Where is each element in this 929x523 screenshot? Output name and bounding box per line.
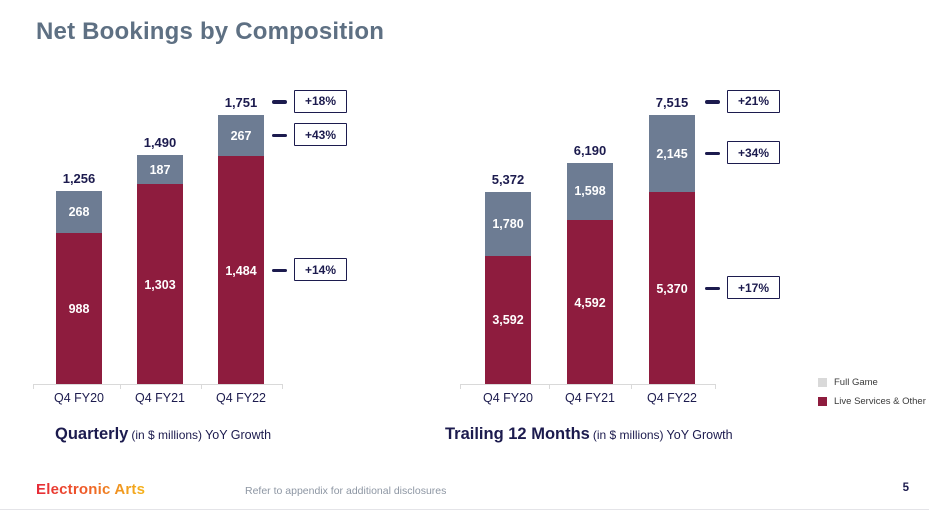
bottom-divider <box>0 509 929 510</box>
quarterly-caption-suffix: YoY Growth <box>205 428 272 442</box>
growth-callout: +34% <box>727 141 780 165</box>
callout-dash-icon <box>705 151 720 156</box>
bar-segment-live-services: 3,592 <box>485 255 531 385</box>
ttm-caption: Trailing 12 Months (in $ millions) YoY Gro… <box>445 425 733 444</box>
quarterly-caption-title: Quarterly <box>55 425 129 443</box>
trailing-12-months-chart: 3,592 1,780 5,372 Q4 FY20 4,592 1,598 6,190 Q4 … <box>460 85 780 405</box>
legend-item-full-game: Full Game <box>818 377 926 388</box>
bar-total-label: 5,372 <box>491 172 525 187</box>
legend-label-full-game: Full Game <box>834 377 878 388</box>
bar-segment-full-game: 268 <box>56 191 102 233</box>
bar-segment-live-services: 1,303 <box>137 184 183 385</box>
x-axis-tick <box>715 384 716 389</box>
growth-callout: +18% <box>294 89 347 113</box>
bar-segment-live-services: 1,484 <box>218 156 264 385</box>
category-label: Q4 FY22 <box>646 391 698 405</box>
live-services-swatch-icon <box>818 397 827 406</box>
legend-label-live-services: Live Services & Other <box>834 396 926 407</box>
callout-dash-icon <box>272 268 287 273</box>
electronic-arts-logo: Electronic Arts <box>36 481 146 498</box>
quarterly-caption-units: (in $ millions) <box>131 428 203 442</box>
ttm-caption-units: (in $ millions) <box>592 428 664 442</box>
category-label: Q4 FY22 <box>215 391 267 405</box>
category-label: Q4 FY21 <box>134 391 186 405</box>
bar-total-label: 1,256 <box>62 171 96 187</box>
callout-dash-icon <box>272 100 287 104</box>
bar-segment-full-game: 2,145 <box>649 115 695 193</box>
x-axis-tick <box>549 384 550 389</box>
page-number: 5 <box>902 482 909 494</box>
bar-segment-live-services: 4,592 <box>567 220 613 385</box>
bar-segment-full-game: 1,598 <box>567 162 613 221</box>
bar-segment-full-game: 267 <box>218 115 264 157</box>
growth-callout: +14% <box>294 258 347 282</box>
bar-total-label: 6,190 <box>573 142 607 158</box>
bar-segment-live-services: 988 <box>56 232 102 385</box>
bar-total-label: 7,515 <box>655 95 689 110</box>
x-axis-tick <box>200 384 202 389</box>
callout-dash-icon <box>705 286 720 291</box>
ttm-caption-title: Trailing 12 Months <box>445 425 590 443</box>
bar-segment-full-game: 1,780 <box>485 192 531 256</box>
growth-callout: +21% <box>727 89 780 113</box>
x-axis-line <box>33 384 283 385</box>
chart-legend: Full Game Live Services & Other <box>818 377 926 415</box>
page-title: Net Bookings by Composition <box>36 18 385 45</box>
x-axis-tick <box>631 384 632 389</box>
category-label: Q4 FY21 <box>564 391 616 405</box>
x-axis-tick <box>119 384 121 389</box>
legend-item-live-services: Live Services & Other <box>818 396 926 407</box>
bar-segment-live-services: 5,370 <box>649 192 695 385</box>
quarterly-caption: Quarterly (in $ millions) YoY Growth <box>55 425 271 444</box>
ttm-caption-suffix: YoY Growth <box>666 428 733 442</box>
growth-callout: +43% <box>294 123 347 147</box>
growth-callout: +17% <box>727 276 780 300</box>
bar-total-label: 1,490 <box>143 135 177 151</box>
x-axis-tick <box>460 384 461 389</box>
callout-dash-icon <box>705 100 720 104</box>
bar-total-label: 1,751 <box>224 95 258 110</box>
callout-dash-icon <box>272 133 287 138</box>
full-game-swatch-icon <box>818 378 827 387</box>
category-label: Q4 FY20 <box>53 391 105 405</box>
x-axis-tick <box>282 384 283 389</box>
bar-segment-full-game: 187 <box>137 155 183 185</box>
x-axis-tick <box>33 384 34 389</box>
x-axis-line <box>460 384 716 385</box>
category-label: Q4 FY20 <box>482 391 534 405</box>
quarterly-net-bookings-chart: 988 268 1,256 Q4 FY20 1,303 187 1,490 Q4 FY21 1,… <box>33 85 347 405</box>
footer-disclosure: Refer to appendix for additional disclos… <box>245 485 447 497</box>
